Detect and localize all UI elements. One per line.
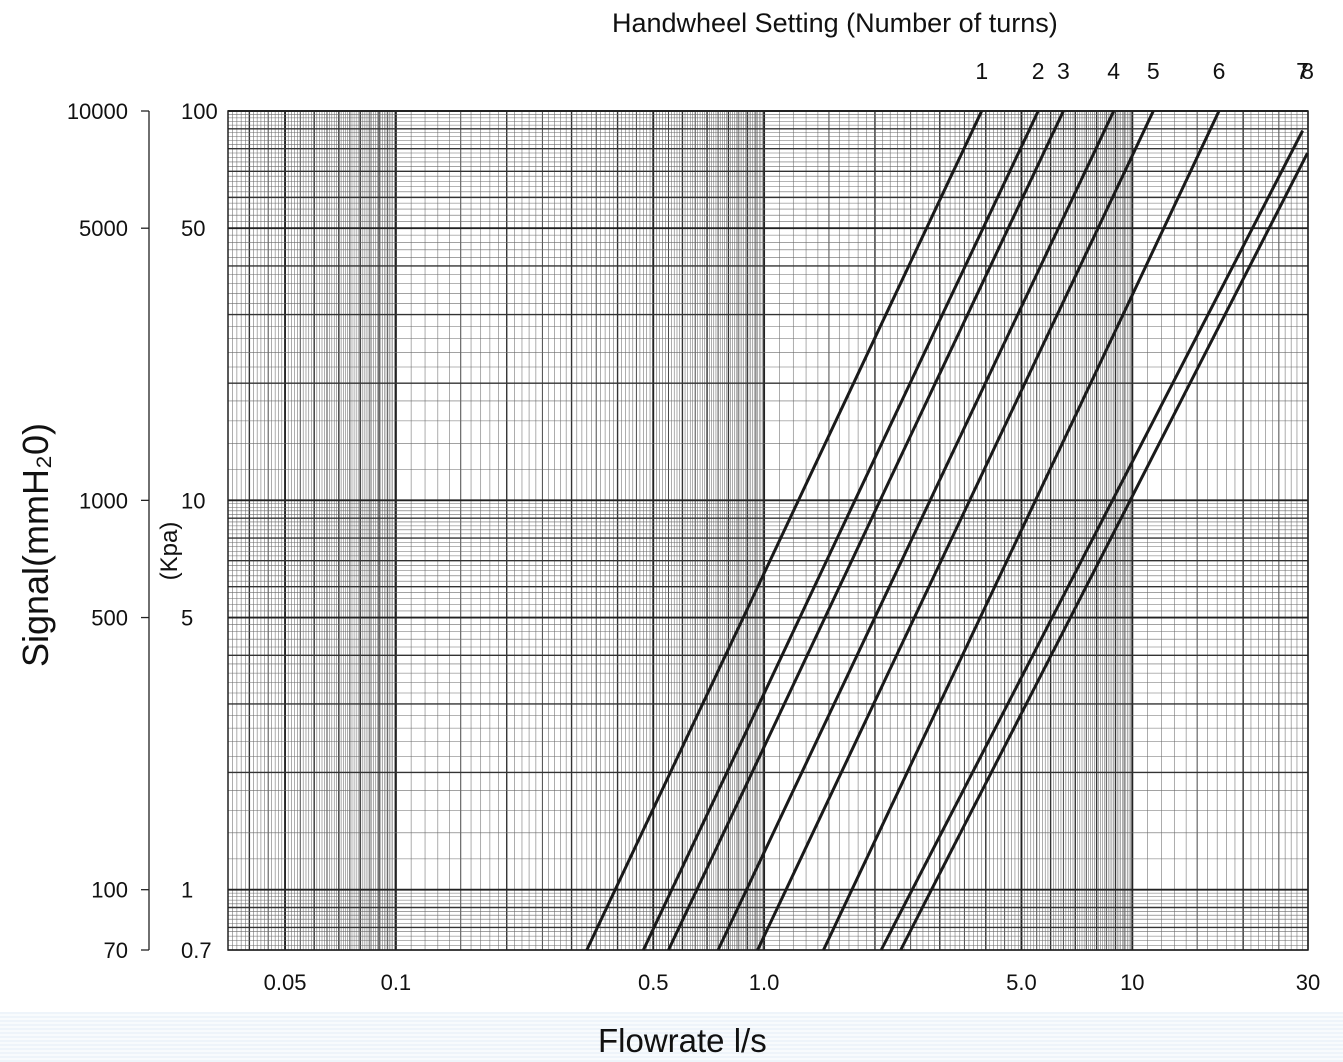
series-label-7: 7 [1296,58,1309,84]
x-tick-label: 0.05 [264,970,307,995]
grid [227,110,1309,951]
series-label-3: 3 [1057,58,1070,84]
series-line-4 [716,110,1116,951]
y-tick-label-mmh2o: 500 [91,606,128,631]
y-tick-label-kpa: 5 [181,606,193,631]
y-tick-label-mmh2o: 100 [91,878,128,903]
y-tick-label-kpa: 100 [181,99,218,124]
x-tick-label: 0.5 [638,970,669,995]
series-label-8: 8 [1301,58,1314,84]
series-lines: 1 2 3 4 5 6 78 [585,58,1314,951]
x-tick-label: 5.0 [1006,970,1037,995]
y-axis-label-mmh2o: Signal(mmH₂0) [15,422,56,668]
y-tick-label-kpa: 1 [181,878,193,903]
x-tick-label: 1.0 [749,970,780,995]
series-line-6 [822,110,1221,951]
x-axis-label: Flowrate l/s [598,1022,767,1059]
plot-background [228,111,1308,950]
series-line-3 [667,110,1065,951]
series-line-8 [899,152,1309,951]
series-line-7 [879,130,1304,951]
series-line-2 [642,110,1040,951]
series-line-5 [756,110,1155,951]
y-tick-label-mmh2o: 70 [104,938,128,963]
y-axis-mmh2o: 10000 5000 1000 500 100 70 [67,99,150,963]
series-label-4: 4 [1107,58,1120,84]
plot-frame [227,110,1309,951]
y-axis-kpa: 100 50 10 5 1 0.7 [181,99,218,963]
y-tick-label-mmh2o: 1000 [79,488,128,513]
series-label-6: 6 [1213,58,1226,84]
x-tick-label: 0.1 [381,970,412,995]
series-label-5: 5 [1147,58,1160,84]
bottom-band [0,1012,1343,1062]
y-axis-label-kpa: (Kpa) [156,521,183,581]
series-label-2: 2 [1032,58,1045,84]
y-tick-label-mmh2o: 10000 [67,99,128,124]
y-tick-label-mmh2o: 5000 [79,216,128,241]
y-tick-label-kpa: 10 [181,488,205,513]
y-tick-label-kpa: 50 [181,216,205,241]
y-tick-label-kpa: 0.7 [181,938,212,963]
series-label-1: 1 [975,58,988,84]
chart-title: Handwheel Setting (Number of turns) [612,8,1058,38]
x-tick-label: 10 [1120,970,1144,995]
x-tick-label: 30 [1296,970,1320,995]
series-line-1 [585,110,984,951]
x-axis: 0.05 0.1 0.5 1.0 5.0 10 30 [264,970,1321,995]
